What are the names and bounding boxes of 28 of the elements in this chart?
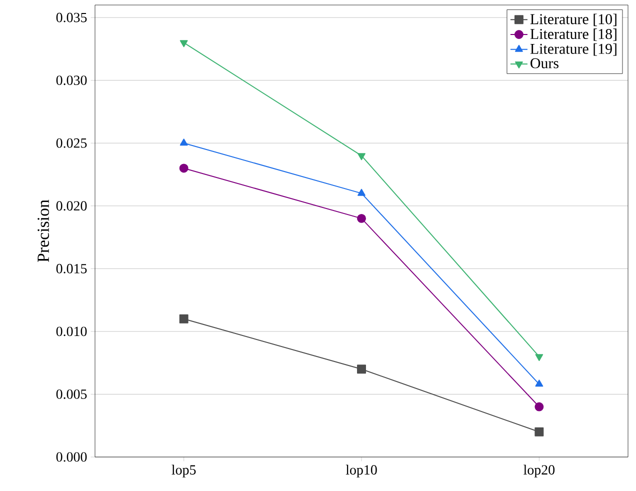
point bbox=[179, 164, 188, 173]
legend-label: Ours bbox=[530, 58, 558, 68]
legend-label: Literature [19] bbox=[530, 43, 616, 56]
point bbox=[358, 153, 366, 160]
legend-label: Literature [10] bbox=[530, 14, 616, 26]
y-axis-title: Precision bbox=[38, 200, 50, 262]
point bbox=[535, 354, 544, 362]
y-tick-label: 0.025 bbox=[56, 138, 87, 148]
point bbox=[357, 214, 366, 223]
x-tick-label: lop5 bbox=[172, 464, 196, 478]
point bbox=[534, 427, 544, 436]
y-tick-label: 0.010 bbox=[56, 326, 87, 336]
y-tick-label: 0.030 bbox=[56, 76, 87, 86]
y-tick-label: 0.035 bbox=[56, 12, 87, 22]
point bbox=[357, 364, 366, 374]
point bbox=[358, 188, 366, 196]
x-tick-label: lop20 bbox=[524, 464, 555, 478]
y-tick-label: 0.000 bbox=[56, 452, 87, 462]
point bbox=[535, 380, 544, 387]
y-tick-label: 0.005 bbox=[56, 389, 87, 399]
legend-label: Literature [18] bbox=[530, 28, 616, 41]
point bbox=[180, 40, 188, 48]
x-tick-label: lop10 bbox=[346, 464, 377, 478]
point bbox=[180, 138, 188, 146]
y-tick-label: 0.015 bbox=[56, 264, 87, 274]
y-tick-label: 0.020 bbox=[56, 201, 87, 211]
point bbox=[534, 402, 544, 412]
point bbox=[179, 314, 188, 324]
